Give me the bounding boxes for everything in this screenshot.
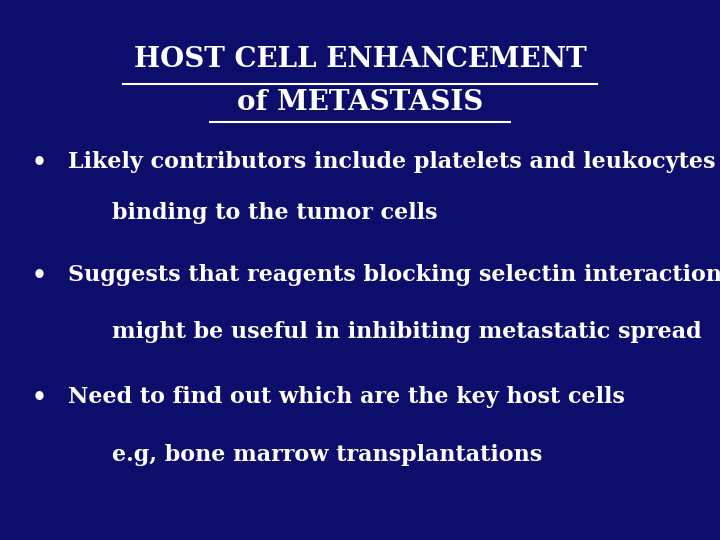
Text: Likely contributors include platelets and leukocytes: Likely contributors include platelets an… (68, 151, 716, 173)
Text: Suggests that reagents blocking selectin interactions: Suggests that reagents blocking selectin… (68, 265, 720, 286)
Text: might be useful in inhibiting metastatic spread: might be useful in inhibiting metastatic… (112, 321, 701, 343)
Text: Need to find out which are the key host cells: Need to find out which are the key host … (68, 386, 625, 408)
Text: e.g, bone marrow transplantations: e.g, bone marrow transplantations (112, 444, 542, 465)
Text: •: • (32, 150, 47, 174)
Text: HOST CELL ENHANCEMENT: HOST CELL ENHANCEMENT (134, 46, 586, 73)
Text: of METASTASIS: of METASTASIS (237, 89, 483, 116)
Text: •: • (32, 385, 47, 409)
Text: •: • (32, 264, 47, 287)
Text: binding to the tumor cells: binding to the tumor cells (112, 202, 437, 224)
